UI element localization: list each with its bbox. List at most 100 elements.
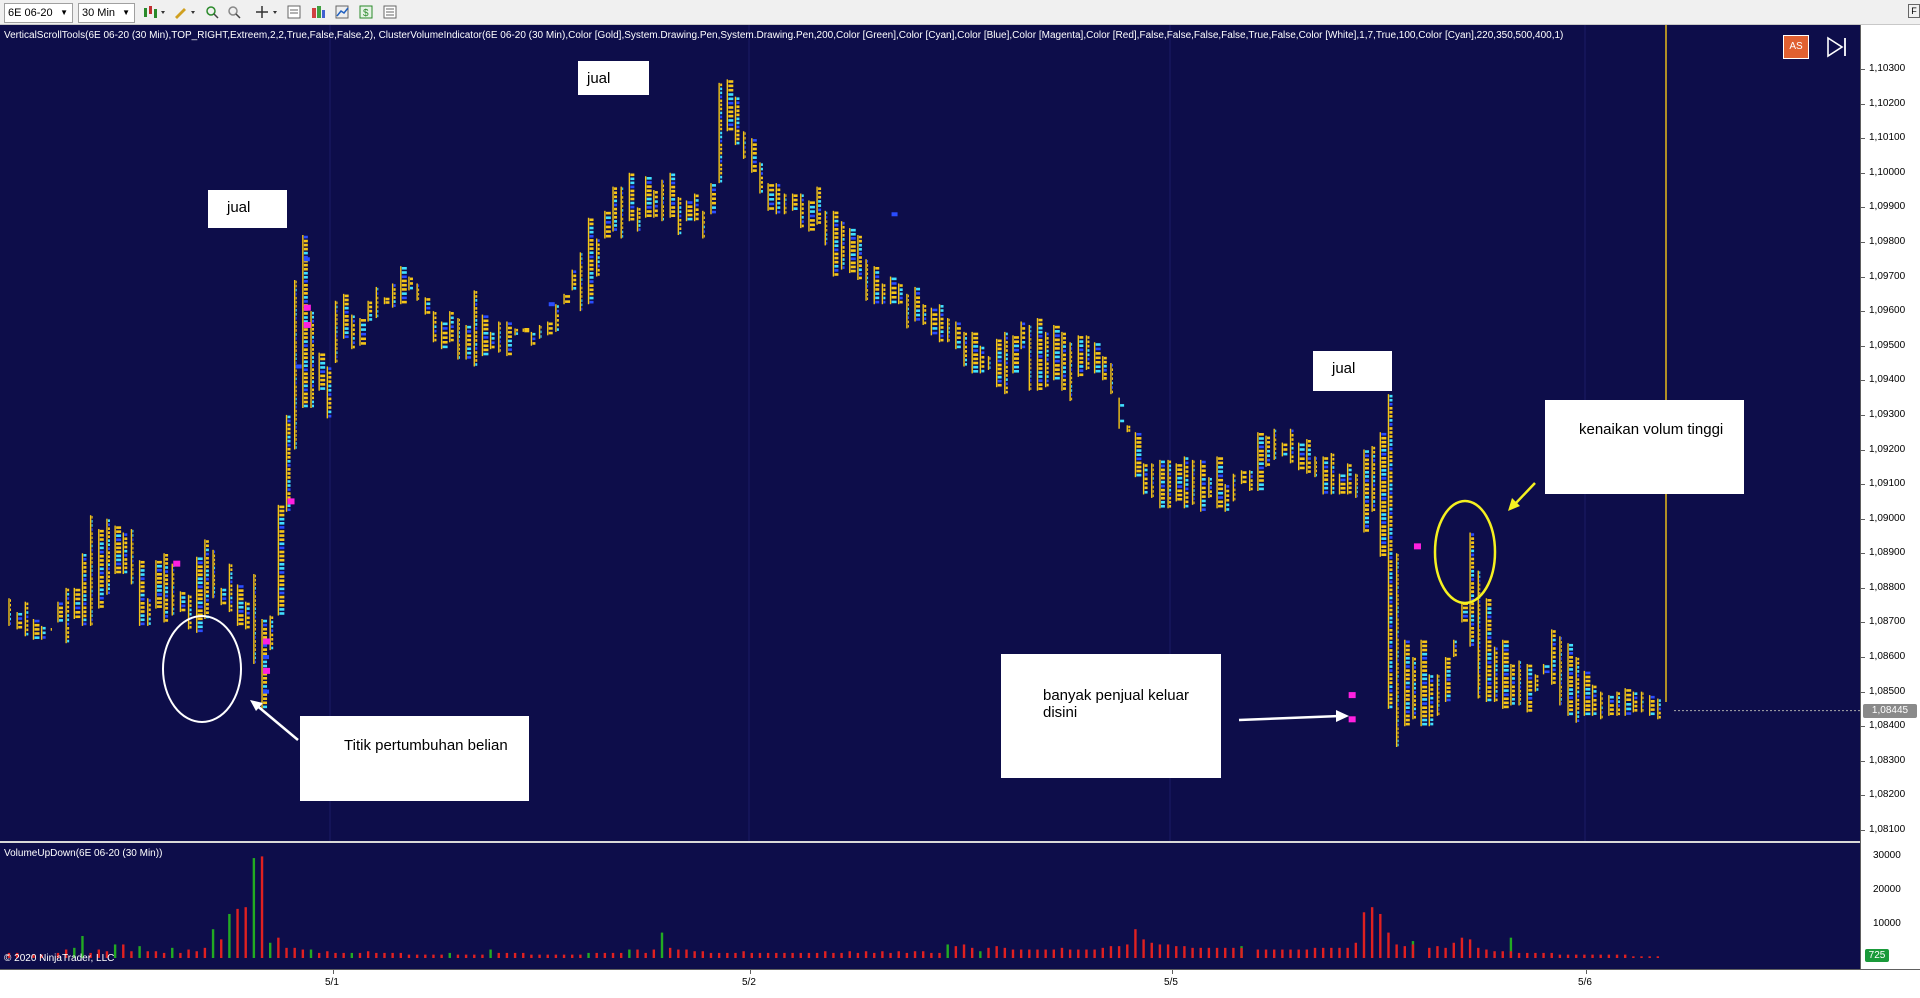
volume-bar-down — [1052, 949, 1056, 958]
strategies-icon[interactable] — [334, 4, 350, 20]
price-bar — [122, 532, 128, 575]
volume-cluster-highlight — [303, 257, 310, 262]
volume-bar-down — [505, 952, 509, 958]
price-bar — [1289, 428, 1294, 464]
volume-bar-down — [1501, 951, 1504, 958]
price-tick-label: 1,08400 — [1869, 720, 1906, 732]
data-box-icon[interactable] — [382, 4, 398, 20]
price-bar — [1518, 660, 1522, 706]
price-bar — [73, 587, 81, 619]
price-bar — [1493, 646, 1498, 703]
volume-bar-down — [848, 951, 851, 958]
volume-bar-down — [619, 952, 623, 958]
zoom-out-icon[interactable] — [226, 4, 242, 20]
volume-cluster-highlight — [303, 321, 311, 328]
strategy-s-icon[interactable]: $ — [358, 4, 374, 20]
price-bar — [196, 556, 203, 633]
volume-bar-down — [1101, 947, 1104, 958]
price-bar — [1004, 331, 1008, 395]
annotation-jual-1-text: jual — [227, 199, 251, 216]
volume-bar-down — [677, 949, 680, 958]
volume-bar-down — [56, 952, 60, 958]
volume-bar-down — [1338, 947, 1341, 958]
volume-bar-down — [1297, 949, 1300, 958]
price-bar — [449, 311, 454, 343]
volume-bar-down — [162, 952, 166, 958]
volume-bar-down — [1019, 949, 1023, 958]
volume-cluster-highlight — [263, 689, 270, 694]
price-bar — [1314, 456, 1318, 478]
price-bar — [171, 563, 175, 616]
price-tick-mark — [1861, 691, 1865, 693]
volume-bar-down — [1232, 947, 1235, 958]
zoom-in-icon[interactable] — [204, 4, 220, 20]
price-tick-mark — [1861, 830, 1865, 831]
price-panel: VerticalScrollTools(6E 06-20 (30 Min),TO… — [0, 25, 1860, 841]
price-bar — [1542, 663, 1550, 675]
volume-cluster-highlight — [548, 302, 555, 307]
volume-bar-down — [277, 937, 280, 958]
volume-bar-down — [358, 952, 362, 958]
price-bar — [1216, 456, 1224, 509]
volume-bar-down — [1068, 949, 1072, 958]
price-bar — [596, 238, 600, 277]
volume-bar-down — [1623, 954, 1627, 958]
price-bar — [50, 628, 52, 631]
price-bar — [1167, 459, 1172, 509]
instrument-selector[interactable]: 6E 06-20 ▼ — [4, 3, 73, 23]
price-bar — [587, 217, 594, 305]
price-bar — [302, 235, 308, 408]
timeframe-selector[interactable]: 30 Min ▼ — [78, 3, 135, 23]
price-bar — [1208, 477, 1212, 498]
last-price-badge: 1,08445 — [1863, 703, 1917, 718]
price-bar — [808, 200, 815, 232]
volume-cluster-highlight — [287, 498, 295, 505]
price-tick-mark — [1861, 726, 1865, 728]
price-bar — [1257, 432, 1264, 492]
volume-bar-down — [1321, 947, 1325, 958]
price-axis[interactable]: 1,10300 1,10200 1,10100 1,10000 1,09900 1,098… — [1860, 25, 1920, 969]
play-end-icon[interactable] — [1824, 35, 1850, 59]
price-tick-mark — [1861, 553, 1865, 555]
price-bar — [555, 304, 559, 332]
price-bar — [1338, 473, 1346, 495]
volume-bar-down — [154, 951, 158, 958]
volume-bar-down — [1150, 942, 1153, 958]
volume-bar-down — [864, 951, 868, 958]
volume-bar-down — [1444, 947, 1447, 958]
price-bar — [955, 321, 961, 350]
crosshair-icon[interactable] — [254, 4, 280, 20]
volume-bar-down — [1566, 954, 1570, 958]
price-bar — [1093, 342, 1101, 374]
bar-style-icon[interactable] — [142, 4, 168, 20]
volume-bar-down — [342, 952, 345, 958]
indicator-string: VerticalScrollTools(6E 06-20 (30 Min),TO… — [4, 30, 1564, 41]
volume-bar-down — [1281, 949, 1284, 958]
price-bar — [98, 529, 104, 609]
price-tick-label: 1,09400 — [1869, 374, 1906, 386]
time-axis[interactable]: 5/1 5/2 5/5 5/6 — [0, 969, 1920, 998]
float-toggle[interactable]: F — [1908, 4, 1920, 18]
volume-bar-down — [1599, 954, 1602, 958]
volume-bar-down — [32, 954, 35, 958]
highlight-circle-volume — [1433, 499, 1497, 605]
volume-bar-down — [1575, 954, 1578, 958]
pencil-icon[interactable] — [172, 4, 198, 20]
annotation-jual-2: jual — [578, 61, 649, 95]
volume-bar-down — [15, 952, 19, 958]
price-bar — [1330, 452, 1335, 495]
price-bar — [253, 574, 256, 664]
indicators-icon[interactable] — [310, 4, 326, 20]
price-tick-label: 1,10100 — [1869, 132, 1906, 144]
as-button[interactable]: AS — [1783, 35, 1809, 59]
price-bar — [702, 210, 705, 239]
volume-bar-down — [1166, 944, 1170, 958]
copyright: © 2020 NinjaTrader, LLC — [4, 953, 115, 964]
volume-bar-down — [1117, 946, 1121, 958]
price-bar — [946, 318, 950, 343]
volume-bar-down — [1558, 954, 1562, 958]
price-bar — [1567, 643, 1574, 716]
price-bar — [1159, 459, 1165, 509]
panel-separator[interactable] — [0, 841, 1860, 843]
properties-icon[interactable] — [286, 4, 302, 20]
